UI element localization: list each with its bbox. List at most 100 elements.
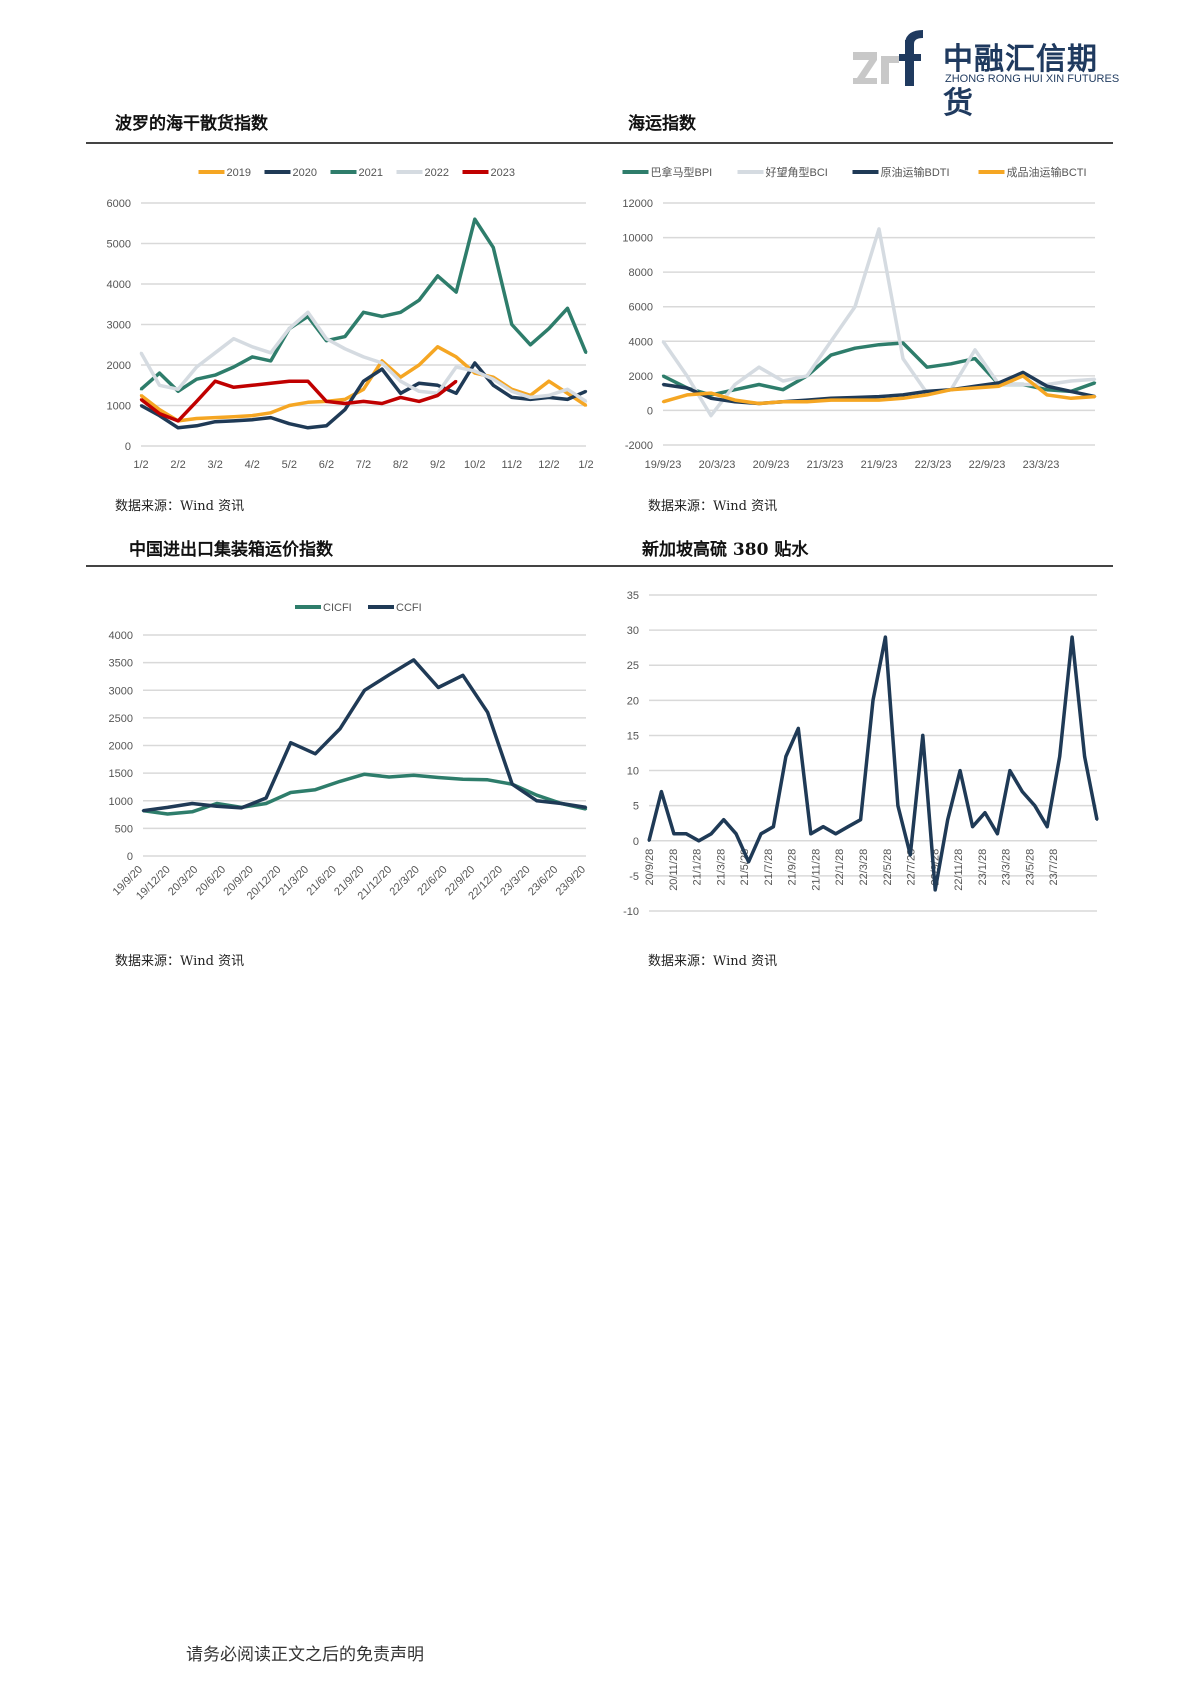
data-point	[949, 388, 953, 391]
data-point	[535, 794, 538, 797]
x-tick-label: 20/3/20	[166, 864, 200, 898]
data-point	[473, 218, 476, 221]
data-point	[709, 391, 713, 395]
data-point	[213, 420, 217, 423]
x-tick-label: 21/7/28	[763, 849, 775, 886]
data-point	[1069, 390, 1073, 393]
data-point	[877, 398, 881, 402]
data-point	[492, 246, 495, 249]
y-tick-label: 25	[627, 660, 639, 672]
data-point	[158, 371, 161, 375]
data-point	[710, 832, 713, 835]
legend-label: 2020	[293, 167, 317, 179]
data-point	[973, 357, 977, 360]
x-tick-label: 11/2	[502, 459, 523, 471]
data-point	[158, 384, 161, 387]
data-point	[306, 401, 310, 404]
legend-label: 巴拿马型BPI	[651, 165, 713, 179]
data-point	[946, 818, 949, 821]
y-tick-label: 10	[627, 766, 639, 778]
data-point	[486, 711, 489, 714]
data-point	[325, 400, 328, 403]
data-point	[1021, 383, 1025, 386]
data-point	[734, 832, 738, 835]
data-point	[461, 778, 465, 781]
data-point	[805, 400, 809, 403]
data-point	[455, 365, 458, 369]
data-point	[566, 307, 569, 310]
data-point	[661, 340, 665, 343]
data-point	[853, 305, 857, 308]
data-point	[733, 383, 737, 386]
data-point	[797, 727, 800, 730]
data-point	[909, 853, 912, 857]
x-tick-label: 9/2	[430, 459, 445, 471]
y-tick-label: -5	[629, 871, 639, 883]
x-tick-label: 8/2	[393, 459, 408, 471]
data-point	[289, 791, 292, 794]
data-point	[251, 414, 254, 417]
logo: 中融汇信期货 ZHONG RONG HUI XIN FUTURES	[851, 28, 1121, 121]
data-point	[213, 380, 217, 383]
data-point	[437, 686, 440, 689]
data-point	[1046, 825, 1049, 828]
data-point	[901, 397, 905, 400]
x-tick-label: 23/3/23	[1023, 459, 1060, 471]
data-point	[288, 327, 291, 330]
chart-title-ccfi: 中国进出口集装箱运价指数	[129, 540, 333, 560]
data-point	[781, 388, 785, 391]
x-tick-label: 7/2	[356, 459, 371, 471]
data-point	[661, 374, 665, 378]
data-point	[805, 374, 809, 378]
x-tick-label: 2/2	[170, 459, 185, 471]
data-point	[685, 386, 689, 390]
y-tick-label: 0	[647, 405, 653, 417]
chart-bdi: 0 1000 2000 3000 4000 5000 6000 1/2 2/2 3/2 4/2 5/2…	[107, 167, 594, 471]
data-point	[362, 388, 365, 391]
data-point	[195, 377, 198, 381]
data-point	[387, 775, 391, 779]
data-point	[925, 390, 929, 393]
series-line-CCFI	[142, 658, 587, 813]
x-tick-label: 22/3/23	[915, 459, 952, 471]
data-point	[877, 227, 881, 231]
y-tick-label: -2000	[625, 440, 653, 452]
data-point	[269, 382, 272, 385]
data-point	[1021, 790, 1024, 793]
data-point	[437, 776, 440, 779]
series-line-CICFI	[142, 772, 587, 816]
data-point	[213, 416, 217, 419]
section-divider	[86, 142, 1113, 144]
data-point	[1021, 374, 1025, 378]
data-point	[1045, 385, 1049, 388]
y-tick-label: 4000	[107, 279, 131, 291]
data-point	[417, 382, 421, 385]
data-point	[781, 379, 785, 383]
data-point	[399, 396, 402, 399]
legend-label: 好望角型BCI	[766, 165, 828, 179]
x-tick-label: 20/11/28	[668, 849, 680, 891]
legend-label: 2021	[359, 167, 383, 179]
data-point	[158, 408, 161, 411]
data-point	[486, 778, 489, 781]
data-point	[289, 741, 292, 744]
data-point	[399, 392, 402, 395]
data-point	[1083, 755, 1086, 758]
data-point	[584, 806, 588, 809]
data-point	[560, 802, 563, 805]
x-tick-label: 21/3/23	[807, 459, 844, 471]
y-tick-label: 1000	[107, 401, 131, 413]
data-point	[759, 832, 763, 835]
data-point	[461, 674, 465, 677]
data-point	[176, 419, 180, 423]
data-point	[399, 380, 402, 383]
data-point	[529, 343, 532, 346]
data-point	[1069, 379, 1073, 383]
data-point	[647, 839, 651, 842]
x-tick-label: 6/2	[319, 459, 334, 471]
data-point	[139, 404, 143, 407]
y-tick-label: 35	[627, 590, 639, 602]
chart-title-sg380: 新加坡高硫 380 贴水	[642, 540, 809, 560]
data-point	[510, 323, 514, 326]
data-point	[853, 398, 857, 402]
